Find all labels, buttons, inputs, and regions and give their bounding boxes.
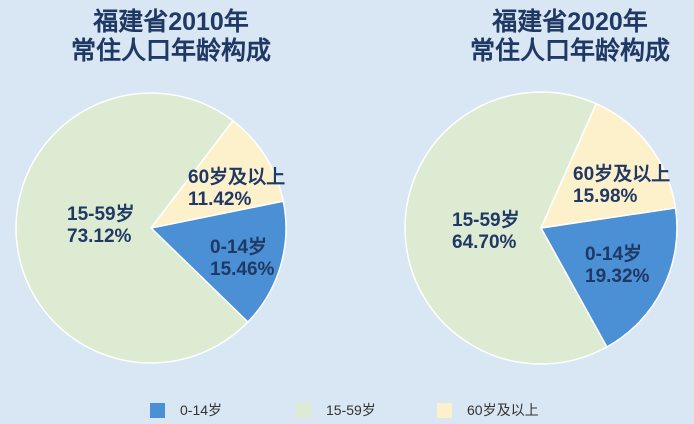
pie-chart-2020 <box>404 91 678 365</box>
legend-item-60plus: 60岁及以上 <box>437 402 539 419</box>
pie-2010-title: 福建省2010年 常住人口年龄构成 <box>11 8 331 66</box>
pie-chart-2010 <box>15 92 287 364</box>
chart-legend: 0-14岁 15-59岁 60岁及以上 <box>0 402 694 419</box>
pie-slice-15-59岁 <box>15 92 249 364</box>
slice-label-2010-15-59: 15-59岁 73.12% <box>67 204 135 248</box>
slice-label-2010-0-14: 0-14岁 15.46% <box>210 237 274 281</box>
slice-label-value: 64.70% <box>452 232 517 253</box>
pie-slice-15-59岁 <box>404 91 608 365</box>
pie-2010-title-line2: 常住人口年龄构成 <box>70 37 271 65</box>
slice-label-2010-60plus: 60岁及以上 11.42% <box>188 167 285 211</box>
slice-label-2020-0-14: 0-14岁 19.32% <box>585 244 649 288</box>
slice-label-category: 0-14岁 <box>585 244 643 265</box>
pie-slice-60岁及以上 <box>540 102 677 229</box>
pie-2010-title-line1: 福建省2010年 <box>93 8 249 36</box>
pie-2020-title: 福建省2020年 常住人口年龄构成 <box>410 8 694 66</box>
slice-label-2020-15-59: 15-59岁 64.70% <box>452 210 520 254</box>
slice-label-value: 73.12% <box>67 226 132 247</box>
legend-swatch-60plus <box>437 403 452 418</box>
pie-2020-title-line2: 常住人口年龄构成 <box>469 37 670 65</box>
pie-slice-0-14岁 <box>540 207 678 348</box>
pie-slice-60岁及以上 <box>150 119 285 229</box>
pie-slice-0-14岁 <box>150 200 287 323</box>
legend-swatch-0-14 <box>150 403 165 418</box>
legend-label-0-14: 0-14岁 <box>180 402 223 418</box>
slice-label-value: 19.32% <box>585 266 650 287</box>
slice-label-category: 15-59岁 <box>67 204 135 225</box>
pie-2020-title-line1: 福建省2020年 <box>492 8 648 36</box>
legend-label-60plus: 60岁及以上 <box>467 402 539 418</box>
slice-label-value: 15.98% <box>573 186 638 207</box>
legend-item-0-14: 0-14岁 <box>150 402 222 419</box>
slice-label-category: 60岁及以上 <box>573 164 671 185</box>
slice-label-value: 11.42% <box>188 189 252 210</box>
slice-label-2020-60plus: 60岁及以上 15.98% <box>573 164 670 208</box>
slice-label-category: 15-59岁 <box>452 210 520 231</box>
slice-label-value: 15.46% <box>210 259 275 280</box>
legend-swatch-15-59 <box>296 403 311 418</box>
slice-label-category: 0-14岁 <box>210 237 268 258</box>
legend-label-15-59: 15-59岁 <box>326 402 376 418</box>
legend-item-15-59: 15-59岁 <box>296 402 376 419</box>
slice-label-category: 60岁及以上 <box>188 167 286 188</box>
